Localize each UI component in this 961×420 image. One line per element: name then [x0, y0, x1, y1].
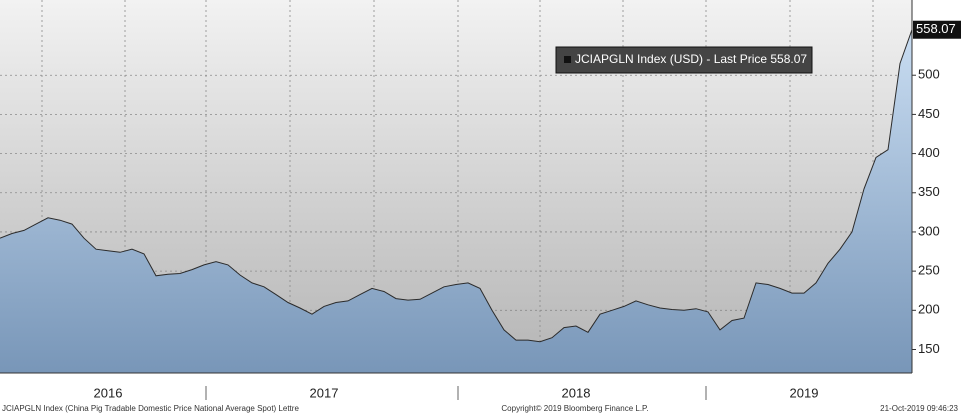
footer-center: Copyright© 2019 Bloomberg Finance L.P. [501, 404, 648, 413]
y-tick-label: 200 [918, 302, 940, 317]
x-tick-label: 2016 [94, 385, 123, 400]
x-tick-label: 2018 [562, 385, 591, 400]
axis-background [912, 0, 961, 373]
footer-band [0, 400, 961, 415]
last-price-box [913, 20, 961, 39]
y-tick-label: 300 [918, 223, 940, 238]
footer-left: JCIAPGLN Index (China Pig Tradable Domes… [2, 404, 299, 413]
x-tick-label: 2017 [310, 385, 339, 400]
footer-right: 21-Oct-2019 09:46:23 [880, 404, 958, 413]
y-tick-label: 150 [918, 341, 940, 356]
x-tick-label: 2019 [790, 385, 819, 400]
legend-label: JCIAPGLN Index (USD) - Last Price 558.07 [575, 52, 807, 66]
y-tick-label: 350 [918, 184, 940, 199]
y-tick-label: 250 [918, 263, 940, 278]
legend-swatch [564, 56, 571, 63]
y-tick-label: 400 [918, 145, 940, 160]
line [0, 29, 913, 343]
x-axis-band [0, 373, 912, 400]
y-tick-label: 450 [918, 106, 940, 121]
legend [555, 46, 813, 74]
y-tick-label: 500 [918, 67, 940, 82]
last-price-label: 558.07 [916, 21, 956, 36]
area [0, 29, 912, 373]
